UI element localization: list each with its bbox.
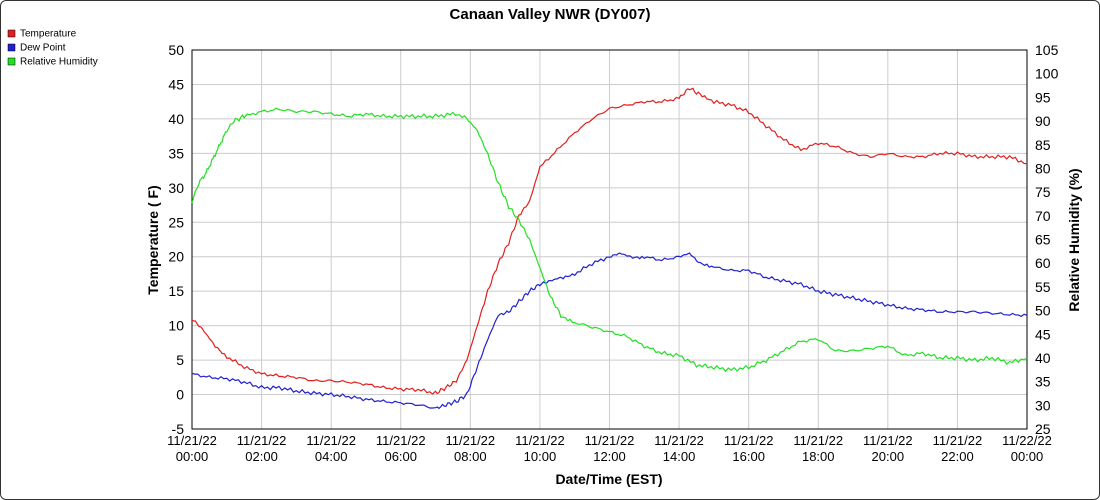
legend: Temperature Dew Point Relative Humidity — [7, 29, 98, 68]
y-tick-label-right: 85 — [1035, 137, 1051, 153]
legend-swatch — [7, 57, 16, 66]
y-tick-label-left: 40 — [168, 111, 184, 127]
y-tick-label-right: 90 — [1035, 113, 1051, 129]
x-tick-label-time: 22:00 — [941, 449, 974, 464]
y-tick-label-left: 50 — [168, 42, 184, 58]
y-tick-label-left: -5 — [172, 421, 185, 437]
x-tick-label-date: 11/21/22 — [446, 433, 496, 448]
chart-title: Canaan Valley NWR (DY007) — [450, 6, 651, 23]
series-lines — [191, 87, 1028, 410]
x-tick-label-time: 16:00 — [732, 449, 765, 464]
x-tick-label-time: 10:00 — [524, 449, 557, 464]
x-tick-label-date: 11/21/22 — [863, 433, 913, 448]
legend-swatch — [7, 43, 16, 52]
y-tick-label-left: 45 — [168, 76, 184, 92]
y-tick-label-right: 80 — [1035, 160, 1051, 176]
y-tick-label-left: 5 — [176, 352, 184, 368]
x-tick-label-date: 11/21/22 — [306, 433, 356, 448]
y-tick-label-right: 30 — [1035, 397, 1051, 413]
x-tick-label-time: 08:00 — [454, 449, 487, 464]
y-tick-label-left: 0 — [176, 387, 184, 403]
x-tick-label-time: 02:00 — [245, 449, 278, 464]
x-tick-label-date: 11/21/22 — [933, 433, 983, 448]
y-tick-label-left: 35 — [168, 145, 184, 161]
x-axis-ticks: 11/21/2200:0011/21/2202:0011/21/2204:001… — [167, 433, 1052, 464]
x-tick-label-date: 11/21/22 — [376, 433, 426, 448]
right-axis-ticks: 25 30 35 40 45 50 55 60 65 70 75 80 85 90 95 100 105 — [1035, 42, 1059, 437]
x-tick-label-date: 11/21/22 — [793, 433, 843, 448]
x-tick-label-date: 11/21/22 — [515, 433, 565, 448]
y-tick-label-right: 100 — [1035, 66, 1059, 82]
series-line-temperature — [191, 87, 1028, 395]
left-axis-ticks: -5 0 5 10 15 20 25 30 35 40 45 50 — [168, 42, 184, 437]
x-tick-label-date: 11/21/22 — [237, 433, 287, 448]
y-tick-label-right: 35 — [1035, 374, 1051, 390]
x-tick-label-time: 06:00 — [384, 449, 417, 464]
x-tick-label-time: 00:00 — [176, 449, 209, 464]
series-line-relative-humidity — [191, 107, 1028, 373]
x-tick-label-time: 20:00 — [872, 449, 905, 464]
series-line-dew-point — [191, 252, 1028, 410]
y-tick-label-right: 60 — [1035, 255, 1051, 271]
x-axis-label: Date/Time (EST) — [555, 471, 662, 487]
y-tick-label-left: 25 — [168, 214, 184, 230]
legend-label: Dew Point — [20, 43, 66, 54]
y-tick-label-right: 25 — [1035, 421, 1051, 437]
legend-label: Relative Humidity — [20, 57, 98, 68]
x-tick-label-date: 11/21/22 — [585, 433, 635, 448]
grid-lines — [191, 49, 1028, 430]
y-axis-label-left: Temperature ( F) — [145, 185, 161, 294]
y-tick-label-right: 45 — [1035, 326, 1051, 342]
y-tick-label-right: 75 — [1035, 184, 1051, 200]
y-tick-label-right: 40 — [1035, 350, 1051, 366]
y-tick-label-right: 70 — [1035, 208, 1051, 224]
x-tick-label-time: 04:00 — [315, 449, 348, 464]
x-tick-label-date: 11/21/22 — [167, 433, 217, 448]
y-tick-label-right: 50 — [1035, 303, 1051, 319]
x-tick-label-time: 14:00 — [663, 449, 696, 464]
plot-area — [191, 49, 1028, 430]
x-tick-label-time: 18:00 — [802, 449, 835, 464]
y-tick-label-left: 15 — [168, 283, 184, 299]
x-tick-label-date: 11/21/22 — [724, 433, 774, 448]
x-tick-label-time: 00:00 — [1011, 449, 1044, 464]
legend-swatch — [7, 29, 16, 38]
y-tick-label-right: 105 — [1035, 42, 1059, 58]
x-tick-label-date: 11/22/22 — [1002, 433, 1052, 448]
y-tick-label-right: 95 — [1035, 89, 1051, 105]
x-tick-label-time: 12:00 — [593, 449, 626, 464]
legend-label: Temperature — [20, 29, 77, 40]
y-tick-label-left: 20 — [168, 249, 184, 265]
y-tick-label-left: 10 — [168, 318, 184, 334]
y-axis-label-right: Relative Humidity (%) — [1066, 168, 1082, 311]
y-tick-label-right: 55 — [1035, 279, 1051, 295]
y-tick-label-left: 30 — [168, 180, 184, 196]
y-tick-label-right: 65 — [1035, 232, 1051, 248]
x-tick-label-date: 11/21/22 — [654, 433, 704, 448]
